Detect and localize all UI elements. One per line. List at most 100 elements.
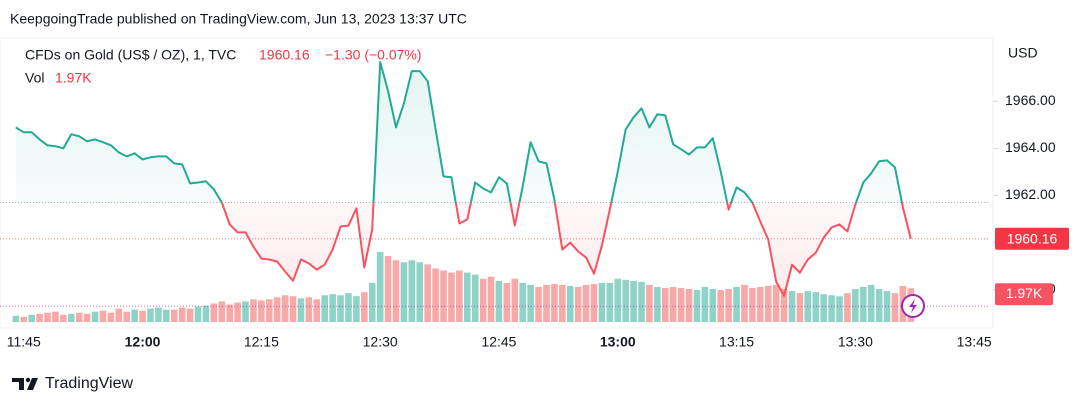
volume-badge-label: 1.97K (1006, 285, 1043, 301)
volume-bar (305, 297, 313, 322)
volume-bar (368, 282, 376, 322)
volume-bar (281, 295, 289, 322)
volume-bar (313, 299, 321, 322)
volume-bar (479, 278, 487, 322)
volume-bar (321, 295, 329, 322)
volume-bar (345, 293, 352, 322)
volume-bar (566, 285, 574, 322)
brand-name: TradingView (45, 375, 133, 392)
x-tick-label: 11:45 (7, 334, 41, 350)
last-price-badge (995, 227, 1069, 250)
volume-bar (36, 313, 43, 322)
baseline-area (15, 62, 911, 296)
volume-bar (456, 270, 463, 322)
currency-label: USD (1008, 45, 1038, 61)
volume-bar (440, 270, 447, 322)
volume-bar (638, 281, 645, 322)
volume-bar (614, 278, 622, 322)
volume-bar (353, 296, 360, 322)
volume-bar (772, 284, 780, 322)
volume-bar (107, 312, 115, 322)
volume-bar (606, 282, 614, 322)
price-line (15, 61, 912, 297)
volume-bar (273, 297, 281, 322)
volume-bar (741, 284, 748, 322)
volume-bar (60, 314, 67, 322)
volume-bar (28, 314, 35, 322)
volume-bar (226, 304, 233, 322)
volume-title: Vol (25, 70, 44, 86)
volume-bar (471, 274, 479, 322)
volume-bar (289, 296, 297, 322)
volume-value: 1.97K (55, 70, 92, 86)
volume-bar (820, 294, 827, 322)
volume-bar (535, 287, 542, 322)
volume-bar (844, 293, 851, 322)
volume-bar (123, 311, 131, 322)
volume-bar (361, 292, 368, 322)
volume-bar (709, 289, 717, 322)
volume-bar (519, 282, 527, 322)
volume-bar (131, 309, 138, 322)
volume-bar (170, 309, 178, 322)
volume-bar (590, 283, 598, 322)
volume-bar (155, 307, 162, 322)
plot (0, 61, 990, 322)
x-tick-label: 12:15 (244, 334, 279, 350)
volume-bar (12, 315, 20, 322)
volume-bar (574, 287, 582, 322)
volume-bar (669, 287, 677, 322)
volume-bar (139, 310, 146, 322)
volume-bar (99, 310, 107, 322)
volume-bar (685, 289, 693, 322)
volume-bar (828, 295, 835, 322)
volume-bar (654, 287, 661, 322)
volume-bar (297, 298, 305, 322)
volume-bar (875, 289, 883, 322)
x-tick-label: 13:15 (719, 334, 754, 350)
x-tick-label: 13:00 (600, 334, 636, 350)
brand-logo (12, 377, 38, 390)
volume-bar (796, 293, 804, 322)
volume-bar (559, 284, 566, 322)
volume-bar (859, 287, 867, 322)
alert-bolt (909, 299, 917, 313)
volume-bar (67, 313, 75, 322)
volume-bar (646, 284, 653, 322)
volume-bar (147, 308, 154, 322)
volume-bar (780, 289, 788, 322)
volume-bar (883, 291, 891, 322)
volume-bar (487, 276, 495, 322)
volume-bar (852, 289, 859, 322)
volume-bar (551, 283, 558, 322)
volume-bar (749, 288, 756, 322)
volume-bar (400, 262, 408, 322)
volume-bar (20, 316, 28, 322)
volume-bar (242, 301, 249, 322)
volume-bar (384, 256, 392, 322)
volume-bar (543, 284, 550, 322)
volume-bar (701, 287, 709, 322)
volume-bar (250, 299, 257, 322)
volume-bar (495, 280, 503, 322)
volume-bar (630, 280, 637, 322)
volume-bar (218, 301, 226, 322)
volume-bar (44, 312, 51, 322)
published-line: KeepgoingTrade published on TradingView.… (10, 11, 467, 27)
volume-bar (186, 308, 194, 322)
volume-bar (408, 260, 416, 322)
volume-bar (75, 312, 83, 322)
volume-bar (376, 252, 384, 322)
volume-bar (210, 303, 218, 322)
volume-bar (234, 302, 241, 322)
pane-frame (0, 37, 994, 329)
volume-bar (661, 288, 669, 322)
y-tick-label: 1962.00 (1005, 186, 1056, 202)
volume-bar (757, 287, 764, 322)
x-tick-label: 13:30 (838, 334, 873, 350)
x-tick-label: 12:00 (125, 334, 161, 350)
volume-bar (867, 284, 875, 322)
volume-bar (194, 306, 202, 322)
volume-bar (52, 311, 59, 322)
